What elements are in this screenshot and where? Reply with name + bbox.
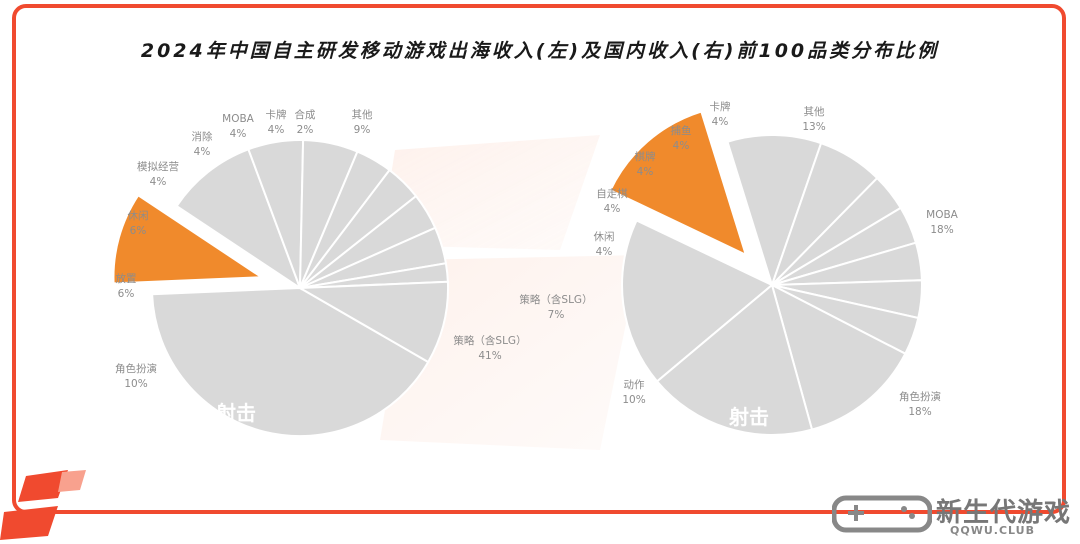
slice-value-其他: 13% bbox=[802, 121, 825, 133]
slice-value-moba: 4% bbox=[230, 128, 247, 140]
slice-label-其他: 其他 bbox=[352, 108, 373, 121]
pie-slice-其他 bbox=[296, 280, 449, 364]
pie-slice-射击 bbox=[609, 110, 748, 257]
slice-value-角色扮演: 18% bbox=[908, 406, 931, 418]
slice-label-自走棋: 自走棋 bbox=[596, 187, 628, 200]
slice-label-卡牌: 卡牌 bbox=[710, 100, 731, 113]
pie-chart-domestic bbox=[609, 110, 923, 437]
slice-value-其他: 9% bbox=[354, 124, 371, 136]
slice-value-策略含slg: 41% bbox=[478, 350, 501, 362]
slice-value-模拟经营: 4% bbox=[150, 176, 167, 188]
pie-slice-动作 bbox=[726, 134, 823, 289]
slice-value-自走棋: 4% bbox=[604, 203, 621, 215]
slice-value-卡牌: 4% bbox=[712, 116, 729, 128]
pie-slice-射击 bbox=[112, 193, 265, 285]
pie-slice-策略含slg bbox=[151, 286, 430, 438]
watermark-name: 新生代游戏 bbox=[936, 498, 1072, 528]
slice-label-射击: 射击 bbox=[215, 401, 256, 425]
slice-value-角色扮演: 10% bbox=[124, 378, 147, 390]
slice-value-卡牌: 4% bbox=[268, 124, 285, 136]
slice-value-消除: 4% bbox=[194, 146, 211, 158]
slice-label-休闲: 休闲 bbox=[128, 209, 149, 222]
slice-label-moba: MOBA bbox=[926, 209, 959, 221]
labels-domestic: 角色扮演18%射击13%动作10%策略（含SLG）7%休闲4%自走棋4%棋牌4%… bbox=[519, 100, 958, 455]
pie-slice-角色扮演 bbox=[175, 148, 303, 291]
slice-label-棋牌: 棋牌 bbox=[635, 150, 656, 163]
brand-logo-mark bbox=[0, 470, 86, 540]
slice-value-休闲: 4% bbox=[596, 246, 613, 258]
slice-label-模拟经营: 模拟经营 bbox=[137, 160, 179, 173]
pie-slice-moba bbox=[655, 283, 814, 437]
watermark-site: QQWU.CLUB bbox=[950, 524, 1035, 537]
slice-value-棋牌: 4% bbox=[637, 166, 654, 178]
slice-label-合成: 合成 bbox=[295, 108, 316, 121]
slice-value-动作: 10% bbox=[622, 394, 645, 406]
slice-value-射击: 10% bbox=[212, 427, 260, 451]
labels-overseas: 策略（含SLG）41%射击10%角色扮演10%放置6%休闲6%模拟经营4%消除4… bbox=[115, 108, 527, 451]
slice-value-moba: 18% bbox=[930, 224, 953, 236]
slice-label-策略含slg: 策略（含SLG） bbox=[453, 334, 526, 347]
slice-label-卡牌: 卡牌 bbox=[266, 108, 287, 121]
chart-title: 2024年中国自主研发移动游戏出海收入(左)及国内收入(右)前100品类分布比例 bbox=[140, 40, 940, 62]
slice-label-休闲: 休闲 bbox=[594, 230, 615, 243]
slice-label-角色扮演: 角色扮演 bbox=[899, 390, 941, 403]
slice-label-moba: MOBA bbox=[222, 113, 255, 125]
slice-value-捕鱼: 4% bbox=[673, 140, 690, 152]
slice-value-放置: 6% bbox=[118, 288, 135, 300]
slice-label-其他: 其他 bbox=[804, 105, 825, 118]
slice-label-角色扮演: 角色扮演 bbox=[115, 362, 157, 375]
slice-value-合成: 2% bbox=[297, 124, 314, 136]
slice-label-射击: 射击 bbox=[728, 405, 769, 429]
slice-label-策略含slg: 策略（含SLG） bbox=[519, 293, 592, 306]
slice-label-消除: 消除 bbox=[192, 130, 213, 143]
slice-value-休闲: 6% bbox=[130, 225, 147, 237]
pie-slice-角色扮演 bbox=[621, 219, 774, 383]
gamepad-icon bbox=[831, 495, 933, 533]
slice-value-策略含slg: 7% bbox=[548, 309, 565, 321]
pie-slice-其他 bbox=[770, 283, 907, 431]
slice-label-放置: 放置 bbox=[116, 272, 137, 285]
slice-label-捕鱼: 捕鱼 bbox=[671, 124, 692, 137]
watermark: 新生代游戏 QQWU.CLUB bbox=[831, 486, 1072, 538]
slice-value-射击: 13% bbox=[725, 431, 773, 455]
slice-label-动作: 动作 bbox=[624, 379, 645, 391]
pie-chart-overseas bbox=[112, 138, 449, 438]
